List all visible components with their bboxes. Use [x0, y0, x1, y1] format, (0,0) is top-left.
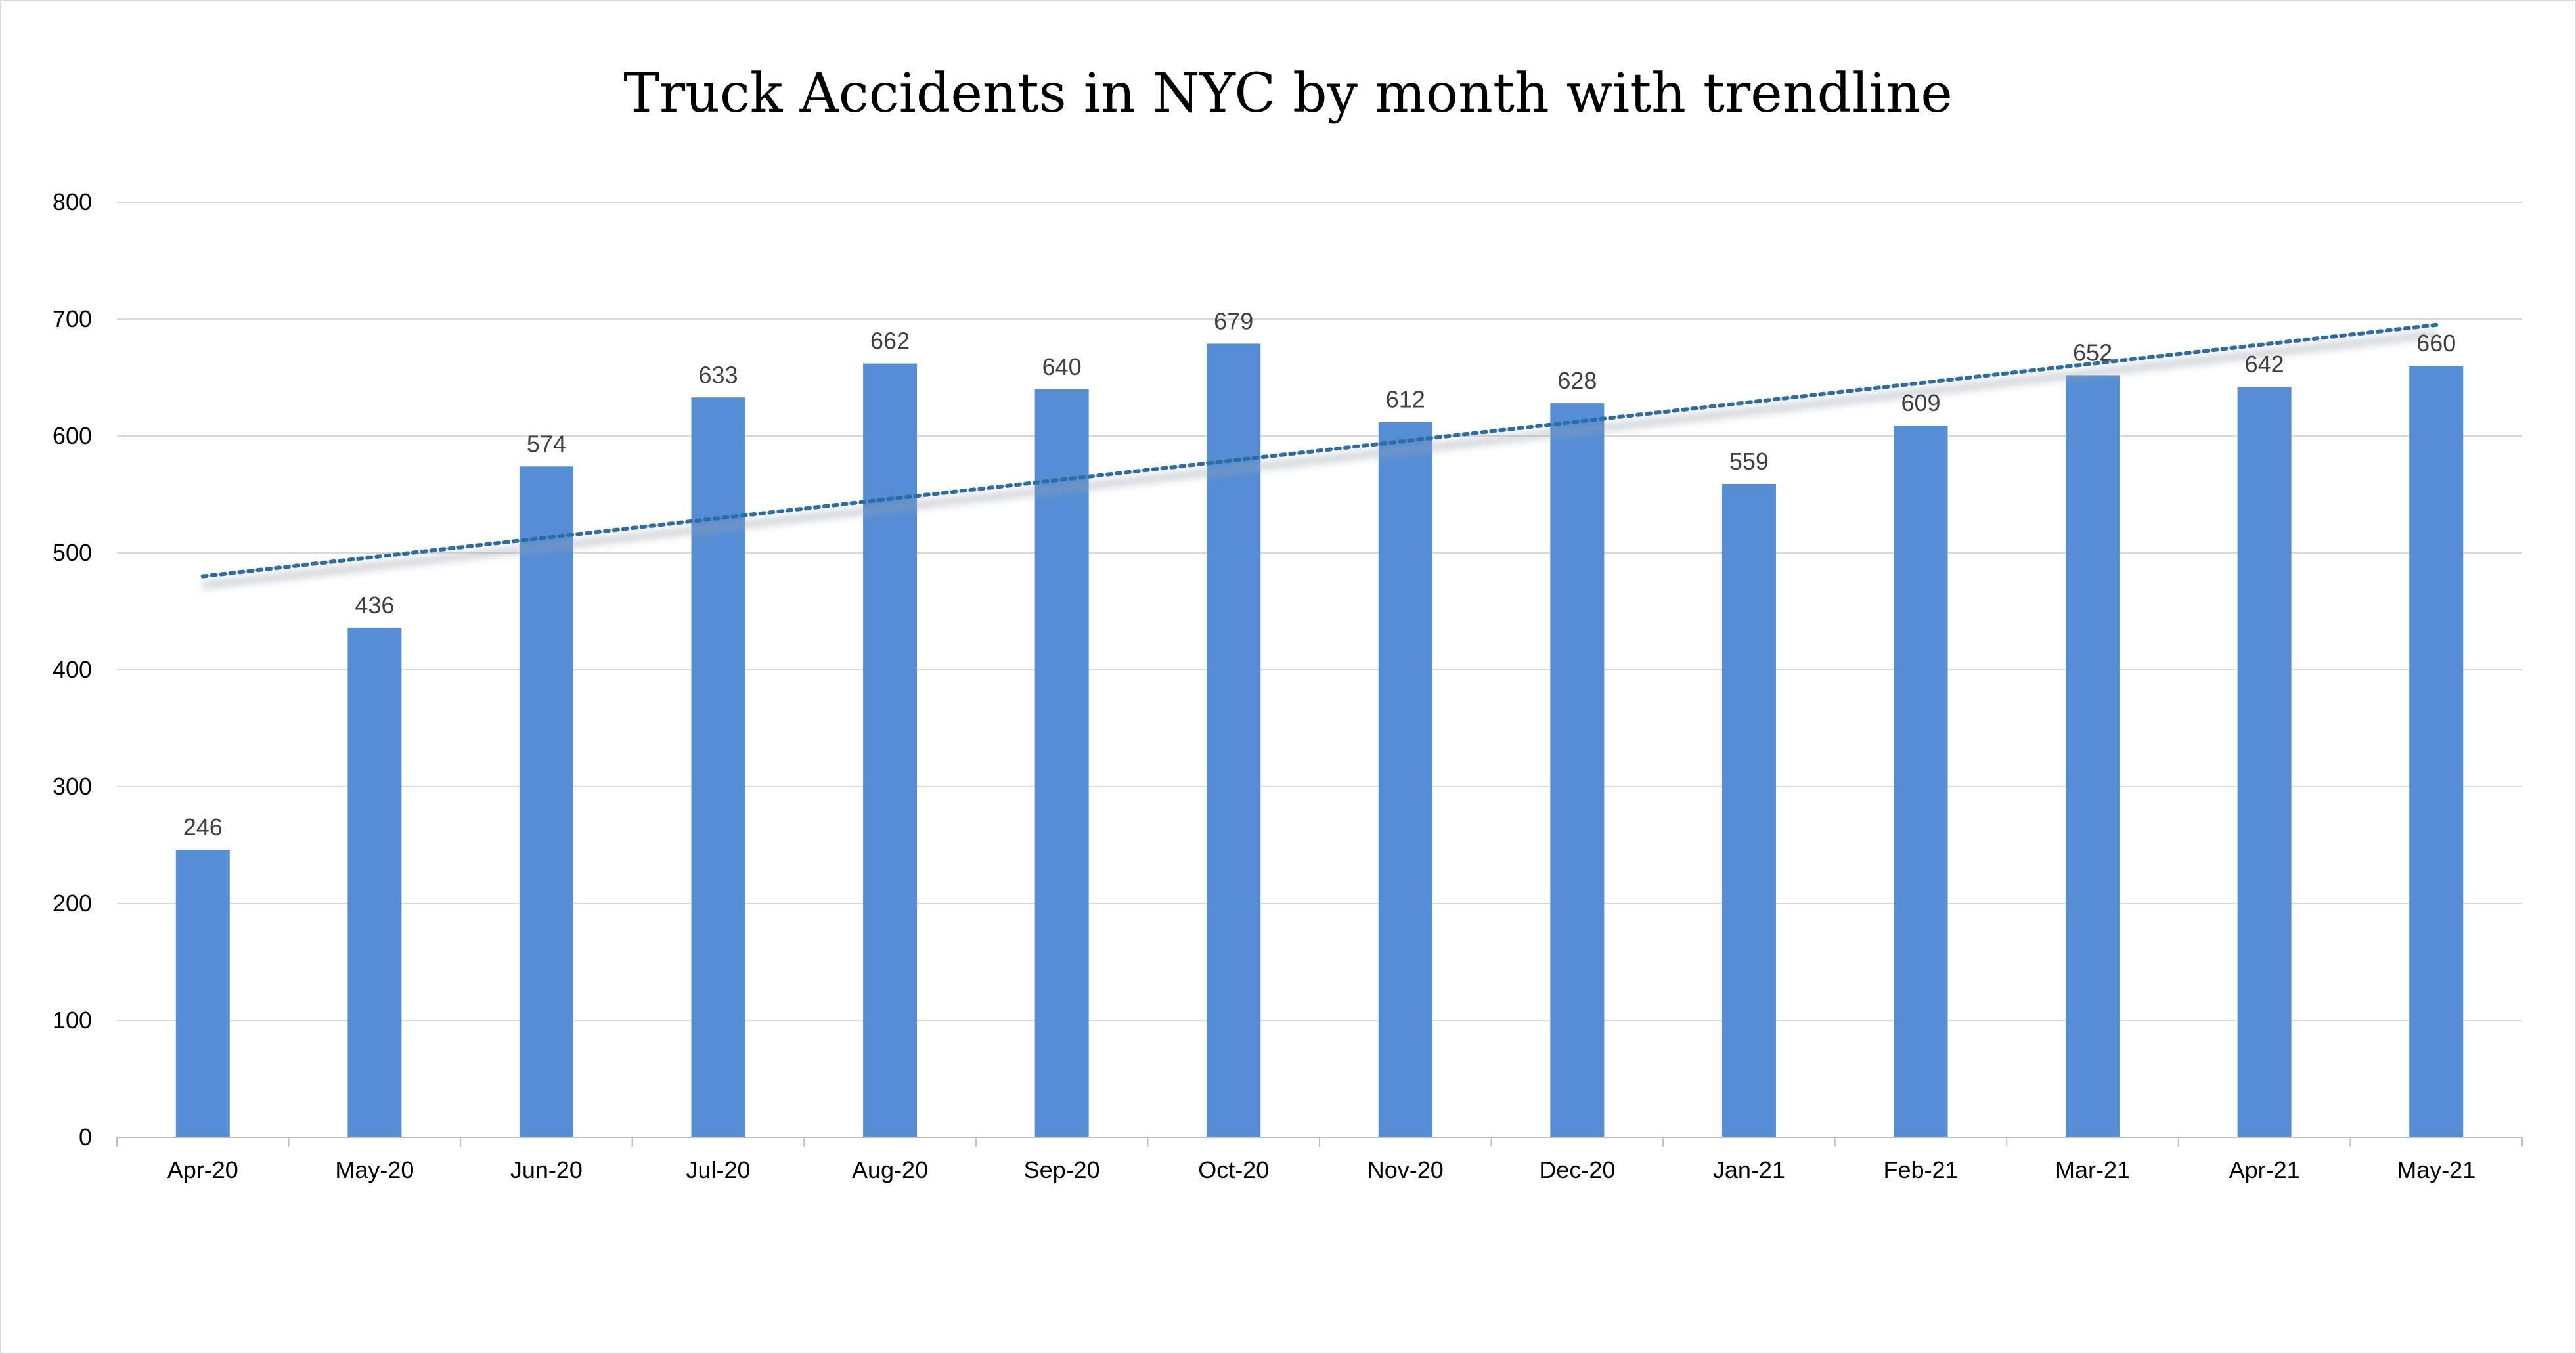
bar [1721, 483, 1776, 1137]
trendline [200, 322, 2439, 589]
y-tick-label: 500 [53, 539, 92, 566]
axes [116, 1137, 2523, 1147]
labels: 0 100 200 300 400 500 600 700 800 246 Apr-20 436 May… [53, 188, 2476, 1183]
x-tick-label: Apr-21 [2229, 1156, 2300, 1183]
data-label: 652 [2073, 339, 2112, 366]
x-tick-label: May-21 [2397, 1156, 2476, 1183]
y-tick-label: 200 [53, 890, 92, 917]
y-tick-label: 400 [53, 656, 92, 683]
gridlines [117, 202, 2522, 1021]
bar [347, 627, 402, 1137]
y-tick-label: 100 [53, 1007, 92, 1034]
data-label: 662 [870, 328, 910, 355]
x-tick-label: Jan-21 [1713, 1156, 1785, 1183]
bar [1550, 403, 1605, 1138]
bar [1207, 343, 1261, 1137]
x-tick-label: Jun-20 [510, 1156, 583, 1183]
trendline-shadow [202, 330, 2437, 589]
y-tick-label: 300 [53, 773, 92, 800]
x-tick-label: Oct-20 [1198, 1156, 1269, 1183]
bar [2066, 375, 2120, 1138]
x-tick-label: Apr-20 [167, 1156, 238, 1183]
bar [1378, 422, 1432, 1137]
bar [519, 466, 573, 1137]
data-label: 612 [1386, 386, 1425, 413]
bar [1894, 425, 1948, 1137]
data-label: 609 [1901, 389, 1940, 416]
y-tick-label: 0 [79, 1124, 92, 1150]
bar [1034, 389, 1089, 1137]
x-tick-label: Feb-21 [1883, 1156, 1958, 1183]
x-tick-label: Aug-20 [852, 1156, 928, 1183]
y-tick-label: 800 [53, 188, 92, 215]
x-tick-label: Jul-20 [686, 1156, 750, 1183]
data-label: 679 [1214, 307, 1253, 334]
trendline [200, 322, 2439, 579]
data-label: 574 [527, 430, 566, 457]
data-label: 628 [1557, 367, 1597, 394]
x-tick-label: Sep-20 [1024, 1156, 1100, 1183]
x-tick-label: Dec-20 [1539, 1156, 1615, 1183]
x-tick-label: May-20 [335, 1156, 414, 1183]
y-tick-label: 700 [53, 305, 92, 332]
bar [863, 363, 918, 1137]
data-label: 660 [2416, 330, 2456, 357]
data-label: 633 [698, 361, 738, 388]
data-label: 642 [2245, 351, 2284, 378]
bar [691, 397, 745, 1137]
x-tick-label: Mar-21 [2055, 1156, 2130, 1183]
data-label: 559 [1729, 448, 1769, 475]
chart-title: Truck Accidents in NYC by month with tre… [623, 62, 1953, 125]
bar [2237, 387, 2292, 1137]
bar [2409, 366, 2464, 1138]
data-label: 246 [183, 814, 223, 841]
bar [175, 850, 230, 1137]
data-label: 436 [355, 592, 394, 619]
y-tick-label: 600 [53, 422, 92, 449]
data-label: 640 [1042, 353, 1082, 380]
x-tick-label: Nov-20 [1367, 1156, 1444, 1183]
